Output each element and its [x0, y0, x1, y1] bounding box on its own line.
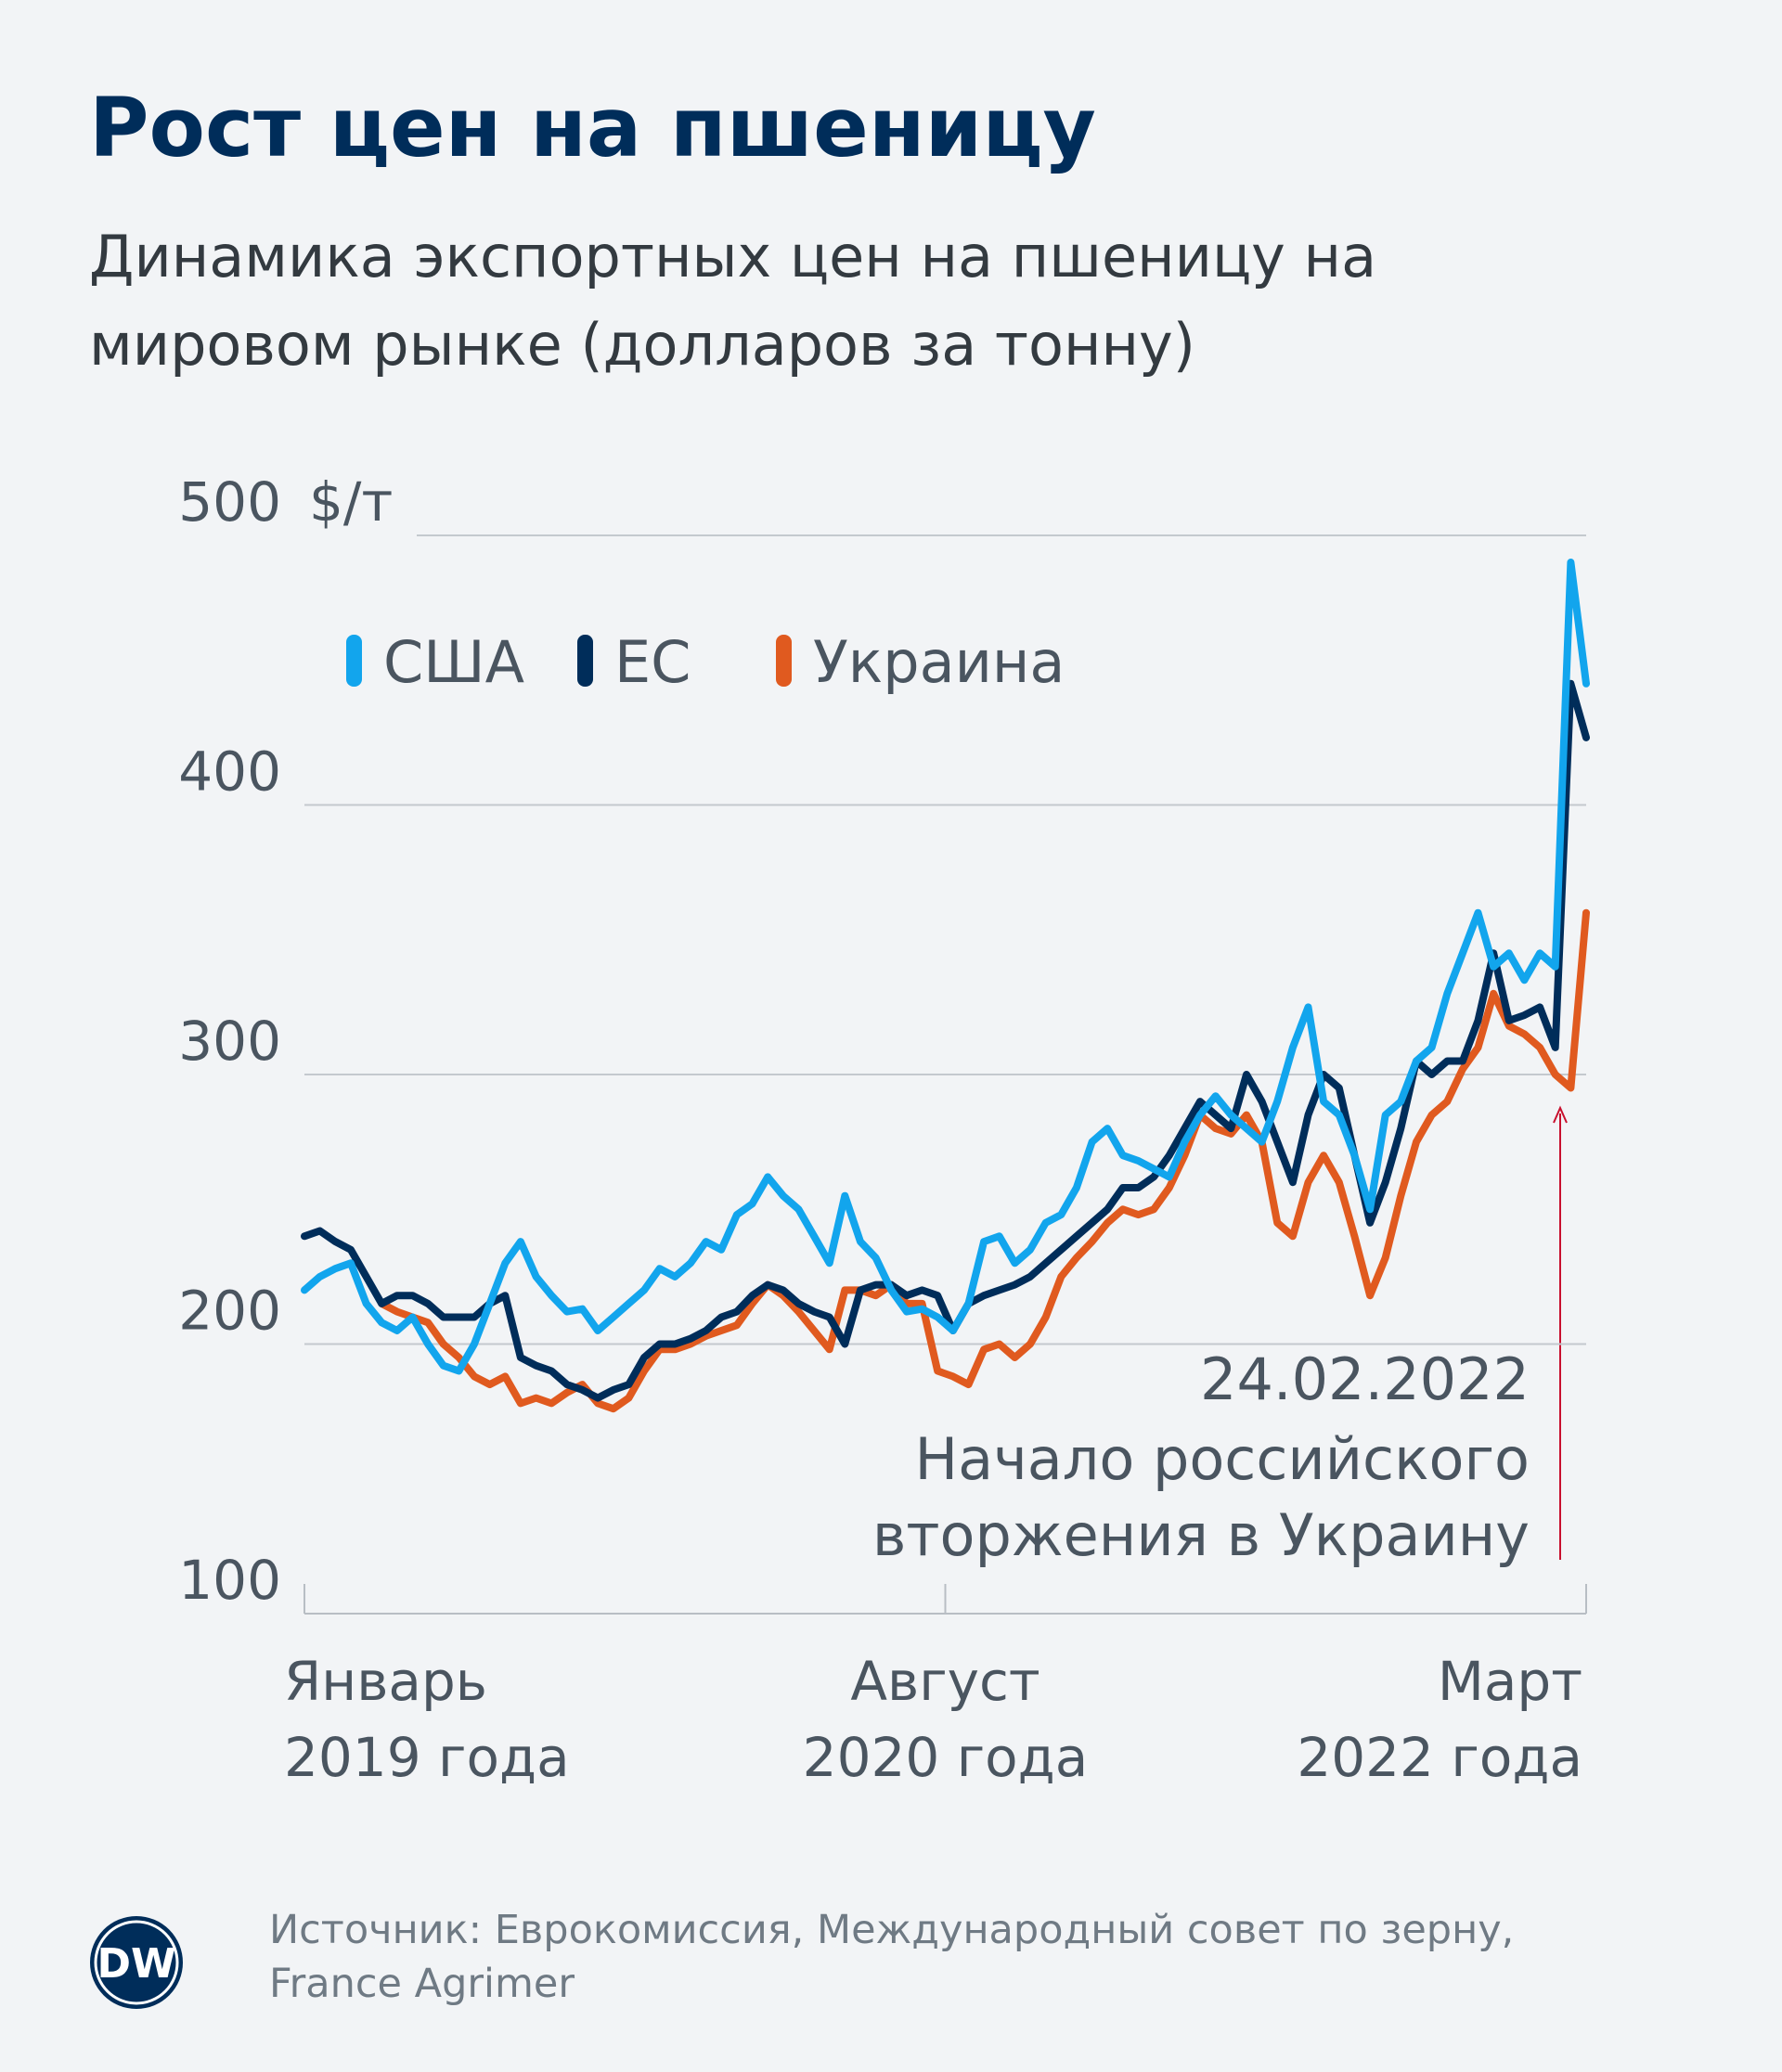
x-tick-label: 2019 года: [284, 1726, 570, 1789]
legend-marker: [346, 635, 362, 687]
x-tick-label: Март: [1438, 1650, 1582, 1713]
chart-subtitle: Динамика экспортных цен на пшеницу на: [89, 223, 1376, 290]
x-tick-label: 2020 года: [803, 1726, 1089, 1789]
y-tick-label: 500: [178, 470, 281, 534]
legend-marker: [776, 635, 792, 687]
y-tick-label: 300: [178, 1010, 281, 1073]
series-line: [301, 679, 1590, 1402]
logo: [90, 1916, 183, 2009]
x-tick-label: Август: [850, 1650, 1040, 1713]
source: France Agrimer: [269, 1961, 575, 2007]
y-tick-label: 400: [178, 740, 281, 804]
chart-title: Рост цен на пшеницу: [89, 80, 1096, 175]
legend-marker: [577, 635, 593, 687]
annotation-date: 24.02.2022: [1200, 1345, 1530, 1413]
series-line: [301, 559, 1590, 1375]
y-tick-label: 100: [178, 1549, 281, 1612]
series-line: [378, 908, 1590, 1413]
source: Источник: Еврокомиссия, Международный со…: [269, 1907, 1514, 1953]
legend-label: ЕС: [614, 628, 691, 696]
chart-subtitle: мировом рынке (долларов за тонну): [89, 311, 1195, 379]
annotation-text: Начало российского: [914, 1425, 1530, 1493]
logo-text: DW: [97, 1940, 175, 1988]
annotation-text: вторжения в Украину: [872, 1501, 1530, 1569]
x-tick-label: 2022 года: [1297, 1726, 1582, 1789]
y-tick-label: 200: [178, 1280, 281, 1343]
legend-label: Украина: [813, 628, 1065, 696]
x-tick-label: Январь: [284, 1650, 487, 1713]
y-unit: $/т: [309, 470, 393, 534]
logo-ring: [94, 1920, 179, 2005]
annotation-arrowhead: [1553, 1105, 1568, 1124]
legend-label: США: [383, 628, 524, 696]
